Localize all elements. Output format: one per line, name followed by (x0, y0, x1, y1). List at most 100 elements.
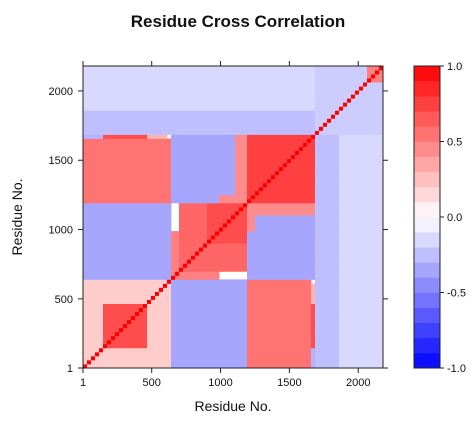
heatmap-cell (199, 263, 204, 268)
heatmap-cell (103, 162, 108, 168)
heatmap-cell (255, 82, 260, 87)
heatmap-cell (135, 239, 140, 244)
heatmap-cell (91, 259, 96, 264)
heatmap-cell (231, 267, 236, 272)
heatmap-cell (107, 303, 112, 308)
heatmap-cell (315, 263, 320, 268)
heatmap-cell (263, 219, 268, 224)
heatmap-cell (319, 251, 324, 256)
heatmap-cell (95, 94, 100, 99)
heatmap-cell (331, 267, 336, 272)
heatmap-cell (135, 303, 140, 308)
heatmap-cell (139, 98, 144, 103)
heatmap-cell (223, 295, 228, 300)
heatmap-cell (315, 231, 320, 236)
heatmap-cell (307, 134, 312, 139)
heatmap-cell (291, 98, 296, 103)
heatmap-cell (323, 214, 328, 220)
heatmap-cell (179, 106, 184, 111)
heatmap-cell (295, 78, 300, 83)
heatmap-cell (215, 158, 220, 164)
heatmap-cell (323, 210, 328, 216)
heatmap-cell (127, 235, 132, 240)
heatmap-cell (83, 255, 88, 260)
heatmap-cell (131, 146, 136, 151)
heatmap-cell (239, 126, 244, 131)
heatmap-cell (343, 303, 348, 308)
heatmap-cell (155, 126, 160, 131)
heatmap-cell (295, 98, 300, 103)
heatmap-cell (251, 214, 256, 220)
heatmap-cell (139, 287, 144, 292)
heatmap-cell (327, 90, 332, 95)
heatmap-cell (95, 319, 100, 325)
heatmap-cell (275, 323, 280, 329)
heatmap-cell (195, 150, 200, 155)
heatmap-cell (283, 126, 288, 131)
heatmap-cell (87, 227, 92, 232)
heatmap-cell (199, 162, 204, 168)
heatmap-cell (259, 114, 264, 119)
heatmap-cell (207, 126, 212, 131)
heatmap-cell (167, 190, 172, 196)
heatmap-cell (107, 134, 112, 139)
heatmap-cell (287, 355, 292, 361)
heatmap-cell (119, 331, 124, 337)
heatmap-cell (315, 283, 320, 288)
heatmap-cell (115, 279, 120, 284)
heatmap-cell (111, 363, 116, 369)
heatmap-cell (191, 134, 196, 139)
heatmap-cell (347, 335, 352, 341)
heatmap-cell (195, 170, 200, 176)
heatmap-cell (343, 202, 348, 208)
heatmap-cell (111, 114, 116, 119)
heatmap-cell (287, 170, 292, 176)
heatmap-cell (191, 219, 196, 224)
heatmap-cell (179, 214, 184, 220)
heatmap-cell (335, 98, 340, 103)
heatmap-cell (139, 146, 144, 151)
heatmap-cell (83, 295, 88, 300)
heatmap-cell (111, 267, 116, 272)
heatmap-cell (283, 363, 288, 369)
heatmap-cell (235, 142, 240, 147)
heatmap-cell (343, 327, 348, 333)
heatmap-cell (175, 182, 180, 188)
heatmap-cell (211, 227, 216, 232)
heatmap-cell (251, 114, 256, 119)
heatmap-cell (155, 327, 160, 333)
heatmap-cell (87, 114, 92, 119)
heatmap-cell (147, 287, 152, 292)
heatmap-cell (91, 331, 96, 337)
heatmap-cell (91, 150, 96, 155)
heatmap-cell (263, 223, 268, 228)
heatmap-cell (199, 210, 204, 216)
heatmap-cell (171, 243, 176, 248)
heatmap-cell (219, 90, 224, 95)
heatmap-cell (215, 190, 220, 196)
heatmap-cell (95, 239, 100, 244)
heatmap-cell (83, 70, 88, 75)
heatmap-cell (311, 130, 316, 135)
heatmap-cell (151, 323, 156, 329)
heatmap-cell (95, 194, 100, 200)
heatmap-cell (339, 311, 344, 317)
heatmap-cell (299, 98, 304, 103)
heatmap-cell (199, 271, 204, 276)
heatmap-cell (83, 74, 88, 79)
heatmap-cell (255, 303, 260, 308)
heatmap-cell (339, 138, 344, 143)
heatmap-cell (139, 247, 144, 252)
heatmap-cell (239, 206, 244, 212)
heatmap-cell (115, 134, 120, 139)
heatmap-cell (87, 74, 92, 79)
heatmap-cell (87, 78, 92, 83)
heatmap-cell (123, 219, 128, 224)
heatmap-cell (315, 307, 320, 313)
heatmap-cell (115, 239, 120, 244)
heatmap-cell (203, 223, 208, 228)
heatmap-cell (259, 299, 264, 304)
heatmap-cell (263, 347, 268, 353)
heatmap-cell (187, 251, 192, 256)
heatmap-cell (347, 219, 352, 224)
